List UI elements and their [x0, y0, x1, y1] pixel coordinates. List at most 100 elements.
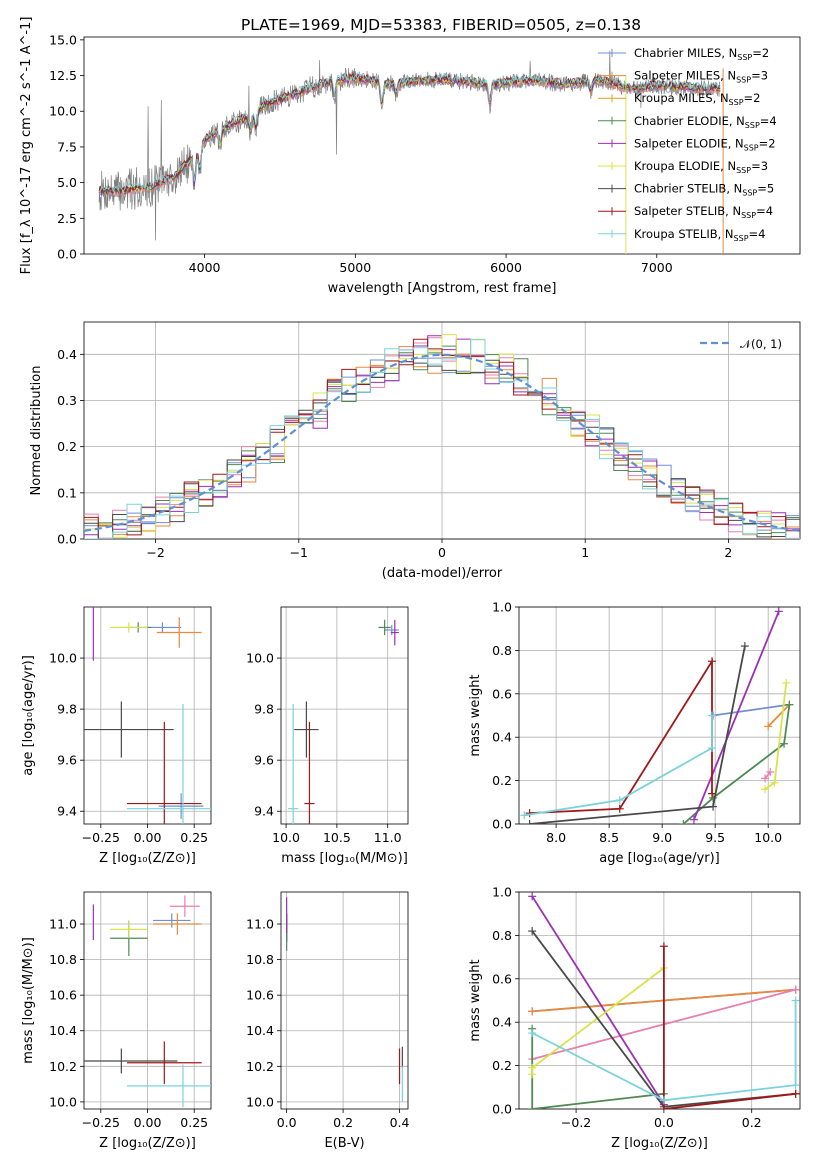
- legend-label: Salpeter ELODIE, NSSP=2: [634, 136, 776, 152]
- residual-histogram-step: [84, 346, 800, 539]
- mass-weight-line: [767, 703, 791, 728]
- y-tick-label: 10.0: [246, 1094, 274, 1109]
- y-tick-label: 0.8: [492, 928, 512, 943]
- legend-label: Chabrier ELODIE, NSSP=4: [634, 114, 777, 130]
- legend-label: Kroupa MILES, NSSP=2: [634, 91, 760, 107]
- axes-frame: [83, 891, 212, 1110]
- residual-histogram-step: [84, 339, 800, 539]
- y-tick-label: 9.4: [254, 804, 274, 819]
- mass-vs-Z-axes: −0.25 0.00 0.25 10.0 10.2 10.4 10.6 10.8 11.0 Z […: [21, 891, 212, 1151]
- histogram-layer: [84, 334, 800, 539]
- y-tick-label: 9.4: [57, 804, 77, 819]
- y-tick-label: 0.0: [492, 1102, 512, 1117]
- x-tick-label: 0.4: [390, 1115, 410, 1130]
- y-tick-label: 0.2: [492, 773, 512, 788]
- legend-label: Salpeter MILES, NSSP=3: [634, 69, 768, 85]
- x-tick-label: −0.25: [82, 1115, 120, 1130]
- axes-frame: [518, 891, 801, 1110]
- model-spectrum-line: [98, 75, 721, 197]
- mass-weight-z-lines: [528, 892, 800, 1109]
- y-tick-label: 11.0: [49, 917, 77, 932]
- y-tick-label: 0.6: [492, 686, 512, 701]
- x-tick-label: 1: [581, 545, 589, 560]
- spectrum-lines: [98, 50, 724, 254]
- mass-weight-line: [531, 895, 665, 1106]
- y-tick-label: 9.6: [254, 753, 274, 768]
- x-tick-label: 4000: [189, 260, 221, 275]
- y-tick-label: 9.8: [254, 702, 274, 717]
- x-tick-label: 9.5: [705, 830, 725, 845]
- model-spectrum-line: [98, 76, 721, 198]
- x-axis-label: E(B-V): [324, 1136, 364, 1151]
- y-tick-label: 10.0: [49, 651, 77, 666]
- mass-vs-EBV-axes: 0.0 0.2 0.4 10.0 10.2 10.4 10.6 10.8 11.0 E(B-V): [246, 891, 410, 1151]
- y-tick-label: 1.0: [492, 600, 512, 615]
- x-axis-label: Z [log₁₀(Z/Z⊙)]: [611, 1136, 708, 1151]
- y-tick-label: 0.1: [57, 485, 77, 500]
- y-tick-label: 7.5: [57, 139, 77, 154]
- x-tick-label: 0.0: [654, 1115, 674, 1130]
- axes-frame: [280, 891, 409, 1110]
- axes-frame: [280, 606, 409, 825]
- axes-frame: [518, 606, 801, 825]
- x-tick-label: 0.0: [277, 1115, 297, 1130]
- mass-ebv-points: [286, 897, 403, 1102]
- x-tick-label: 0.00: [134, 1115, 162, 1130]
- y-tick-label: 15.0: [49, 32, 77, 47]
- age-vs-mass-axes: 10.0 10.5 11.0 9.4 9.6 9.8 10.0 mass [log₁₀(M/M…: [246, 606, 409, 866]
- histogram-legend: 𝒩(0, 1): [700, 337, 782, 351]
- legend-label: Chabrier STELIB, NSSP=5: [634, 182, 774, 198]
- y-tick-label: 0.4: [57, 347, 77, 362]
- x-axis-label: Z [log₁₀(Z/Z⊙)]: [99, 851, 196, 866]
- x-tick-label: 8.0: [546, 830, 566, 845]
- y-axis-label: mass weight: [468, 959, 483, 1041]
- y-tick-label: 10.4: [246, 1023, 274, 1038]
- y-axis-label: Flux [f_λ 10^-17 erg cm^-2 s^-1 A^-1]: [19, 17, 34, 275]
- mass-weight-vs-age-axes: 8.0 8.5 9.0 9.5 10.0 0.0 0.2 0.4 0.6 0.8 1.0 age [l…: [468, 600, 801, 866]
- legend-label: Kroupa ELODIE, NSSP=3: [634, 159, 768, 175]
- mass-weight-line: [531, 1028, 665, 1109]
- x-tick-label: 11.0: [374, 830, 402, 845]
- mass-weight-line: [663, 946, 796, 1109]
- x-tick-label: 7000: [641, 260, 673, 275]
- plot-layer: 4000 5000 6000 70000.02.55.07.510.012.515.0…: [19, 17, 801, 1151]
- legend-label: Chabrier MILES, NSSP=2: [634, 46, 769, 62]
- y-tick-label: 10.2: [246, 1059, 274, 1074]
- model-spectrum-line: [98, 75, 721, 197]
- legend-label: Salpeter STELIB, NSSP=4: [634, 204, 773, 220]
- y-axis-label: age [log₁₀(age/yr)]: [21, 655, 36, 776]
- x-tick-label: 8.5: [599, 830, 619, 845]
- x-tick-label: 6000: [490, 260, 522, 275]
- y-tick-label: 9.8: [57, 702, 77, 717]
- residual-histogram-step: [84, 359, 800, 539]
- y-tick-label: 0.0: [57, 247, 77, 262]
- y-axis-label: mass [log₁₀(M/M⊙)]: [21, 937, 36, 1064]
- y-tick-label: 0.8: [492, 643, 512, 658]
- residual-histograms-axes: −2 −1 0 1 2 0.0 0.1 0.2 0.3 0.4 (data-model)/error…: [29, 321, 801, 581]
- spectrum-legend: Chabrier MILES, NSSP=2 Salpeter MILES, NS…: [598, 46, 777, 243]
- y-tick-label: 10.0: [49, 1094, 77, 1109]
- y-tick-label: 10.6: [49, 988, 77, 1003]
- normal-pdf-line: [84, 353, 800, 532]
- y-tick-label: 9.6: [57, 753, 77, 768]
- mass-weight-line: [764, 771, 771, 779]
- x-tick-label: 0.25: [180, 830, 208, 845]
- axes-frame: [83, 321, 801, 540]
- x-tick-label: 10.0: [754, 830, 782, 845]
- y-tick-label: 0.0: [492, 817, 512, 832]
- x-tick-label: −1: [290, 545, 308, 560]
- model-spectrum-line: [98, 72, 721, 194]
- y-axis-label: mass weight: [468, 674, 483, 756]
- legend-label: Kroupa STELIB, NSSP=4: [634, 227, 765, 243]
- x-tick-label: −0.2: [561, 1115, 591, 1130]
- axes-frame: [83, 606, 212, 825]
- x-axis-label: wavelength [Angstrom, rest frame]: [328, 281, 557, 296]
- y-tick-label: 0.3: [57, 393, 77, 408]
- y-tick-label: 1.0: [492, 885, 512, 900]
- x-tick-label: −0.25: [82, 830, 120, 845]
- x-tick-label: 9.0: [652, 830, 672, 845]
- mass-weight-vs-Z-axes: −0.2 0.0 0.2 0.0 0.2 0.4 0.6 0.8 1.0 Z [log₁₀(Z/Z…: [468, 885, 801, 1151]
- mass-weight-line: [524, 715, 713, 817]
- y-tick-label: 10.8: [246, 952, 274, 967]
- x-axis-label: age [log₁₀(age/yr)]: [599, 851, 720, 866]
